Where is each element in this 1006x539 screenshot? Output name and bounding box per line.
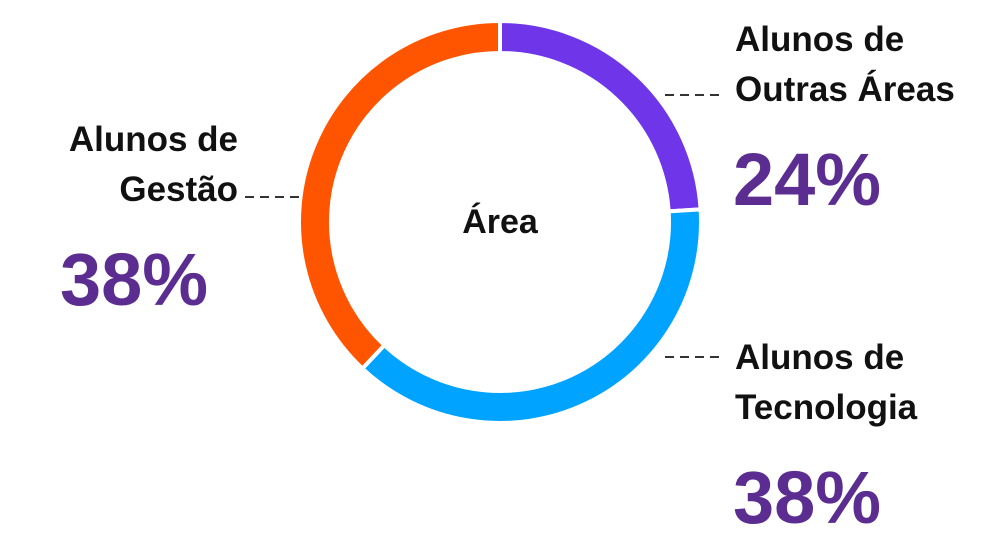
value-label: 38%: [733, 456, 882, 539]
donut-segment: [297, 18, 502, 372]
donut: [297, 18, 703, 425]
value-label: 38%: [60, 238, 209, 321]
center-label: Área: [462, 203, 538, 241]
category-label: Alunos de Gestão: [68, 120, 238, 209]
donut-segment: [498, 18, 703, 214]
category-label: Alunos de Tecnologia: [735, 338, 918, 427]
category-label: Alunos de Outras Áreas: [735, 20, 955, 109]
value-label: 24%: [733, 138, 882, 221]
